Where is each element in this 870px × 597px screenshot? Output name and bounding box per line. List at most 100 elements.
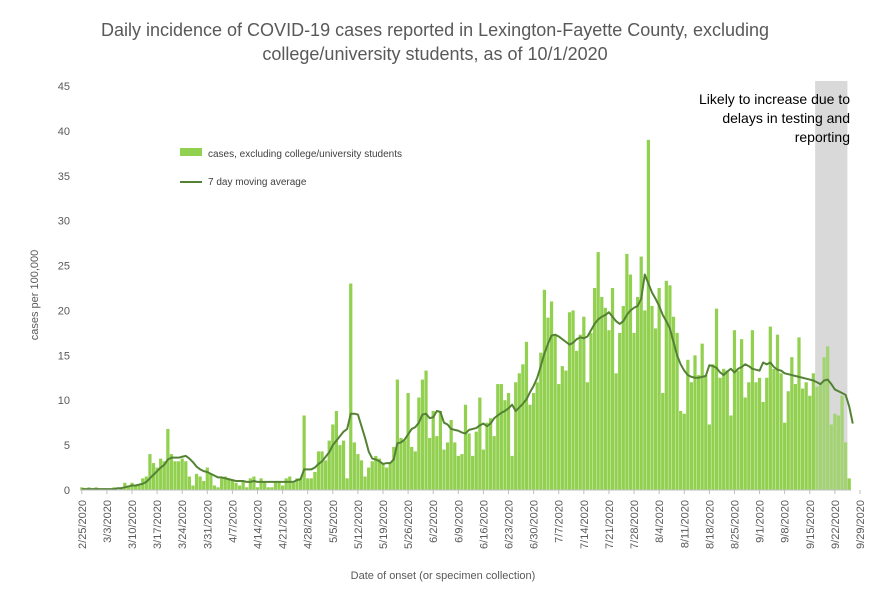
x-tick-label-2: 3/10/2020 (127, 500, 139, 549)
bar-13 (126, 485, 131, 490)
bar-213 (844, 442, 848, 490)
bar-98 (431, 410, 435, 490)
bar-73 (341, 440, 346, 490)
bar-102 (445, 442, 450, 490)
bar-183 (736, 370, 740, 490)
bar-201 (800, 388, 805, 490)
bar-111 (478, 397, 482, 490)
bar-100 (438, 410, 443, 490)
y-tick-label-6: 30 (58, 216, 70, 228)
bar-187 (750, 330, 754, 490)
x-tick-label-1: 3/3/2020 (102, 500, 114, 543)
bar-191 (765, 377, 769, 490)
bar-121 (514, 382, 518, 490)
y-tick-label-1: 5 (64, 440, 70, 452)
x-tick-label-17: 6/23/2020 (504, 500, 516, 549)
bar-109 (471, 455, 475, 490)
bar-46 (245, 487, 249, 490)
x-tick-label-16: 6/16/2020 (478, 500, 490, 549)
bar-145 (600, 296, 604, 490)
bar-123 (521, 364, 525, 490)
bar-131 (549, 301, 554, 490)
bar-series-layer (80, 139, 851, 490)
y-tick-label-3: 15 (58, 350, 70, 362)
bar-69 (327, 440, 331, 490)
bar-182 (732, 330, 737, 490)
bar-57 (284, 478, 288, 490)
y-tick-label-7: 35 (58, 171, 70, 183)
bar-151 (621, 305, 625, 490)
bar-23 (162, 461, 166, 490)
bar-207 (822, 357, 826, 490)
bar-209 (829, 424, 833, 490)
bar-66 (316, 451, 321, 490)
bar-154 (632, 332, 636, 490)
bar-40 (223, 476, 227, 490)
bar-63 (306, 478, 310, 490)
bar-115 (492, 436, 496, 490)
bar-143 (592, 288, 597, 490)
moving-average-line (81, 273, 854, 491)
bar-88 (395, 379, 399, 490)
annotation-line-3: reporting (794, 129, 850, 145)
bar-160 (653, 328, 658, 490)
bar-189 (757, 377, 762, 490)
bar-97 (428, 437, 432, 490)
bar-167 (679, 410, 683, 490)
bar-64 (309, 478, 313, 490)
bar-82 (374, 455, 378, 490)
bar-127 (535, 382, 539, 490)
bar-42 (230, 481, 235, 490)
bar-185 (743, 397, 747, 490)
axis-layer: 0 5 10 15 20 25 30 35 40 45 2/25/2020 3/3/2020 3/10/… (58, 81, 867, 549)
bar-87 (392, 446, 396, 490)
y-tick-label-2: 10 (58, 395, 70, 407)
chart-title: Daily incidence of COVID-19 cases report… (0, 18, 870, 66)
legend-swatch-cases (180, 148, 202, 156)
bar-30 (187, 476, 191, 490)
bar-193 (772, 368, 776, 490)
bar-202 (804, 382, 808, 490)
bar-156 (639, 256, 643, 490)
bar-26 (173, 461, 177, 490)
bar-18 (144, 476, 148, 490)
bar-192 (768, 326, 772, 490)
bar-134 (560, 366, 564, 490)
x-tick-label-22: 7/28/2020 (629, 500, 641, 549)
bar-168 (682, 413, 686, 490)
bar-125 (528, 404, 532, 490)
y-tick-label-0: 0 (64, 485, 70, 497)
x-tick-label-14: 6/2/2020 (428, 500, 440, 543)
bar-142 (589, 332, 593, 490)
bar-144 (596, 252, 600, 490)
bar-84 (381, 463, 385, 490)
bar-174 (704, 375, 708, 490)
pending-data-annotation: Likely to increase due to delays in test… (650, 90, 850, 147)
bar-208 (826, 346, 830, 490)
bar-39 (220, 478, 224, 490)
bar-175 (707, 424, 711, 490)
x-tick-label-24: 8/11/2020 (679, 500, 691, 548)
bar-159 (650, 305, 654, 490)
bar-65 (313, 472, 317, 490)
bar-149 (614, 373, 618, 490)
bar-137 (571, 310, 575, 490)
bar-72 (338, 445, 342, 490)
x-tick-label-5: 3/31/2020 (202, 500, 214, 549)
bar-21 (155, 467, 159, 490)
y-axis-label: cases per 100,000 (29, 250, 41, 341)
bar-211 (836, 415, 841, 490)
bar-138 (575, 350, 579, 490)
bar-108 (467, 433, 471, 490)
bar-119 (506, 393, 511, 490)
bar-50 (259, 478, 263, 490)
bar-120 (510, 455, 514, 490)
bar-133 (557, 384, 561, 490)
bar-198 (790, 357, 794, 490)
bar-62 (302, 415, 306, 490)
bar-37 (212, 485, 217, 490)
bar-75 (349, 283, 353, 490)
bar-172 (696, 375, 701, 490)
bar-81 (370, 461, 374, 490)
x-tick-label-9: 4/28/2020 (303, 500, 315, 549)
